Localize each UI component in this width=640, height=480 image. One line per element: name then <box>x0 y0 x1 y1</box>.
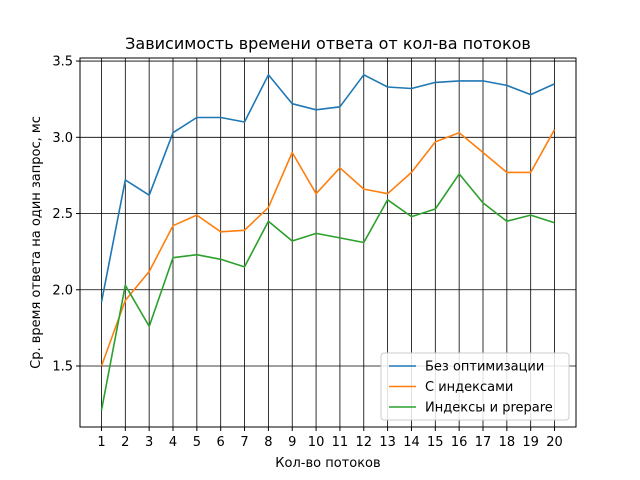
x-tick-label: 15 <box>427 435 444 450</box>
x-tick-label: 5 <box>193 435 201 450</box>
y-tick-label: 3.0 <box>52 131 73 146</box>
y-tick-label: 2.5 <box>52 207 73 222</box>
x-tick-label: 18 <box>499 435 516 450</box>
plot-frame <box>79 57 577 428</box>
x-axis-label: Кол-во потоков <box>275 456 380 471</box>
x-tick-label: 3 <box>145 435 153 450</box>
x-tick-label: 11 <box>332 435 349 450</box>
x-tick-label: 19 <box>522 435 539 450</box>
x-tick-label: 10 <box>308 435 325 450</box>
legend: Без оптимизации С индексами Индексы и prep… <box>380 352 570 421</box>
x-axis-ticks: 1 2 3 4 5 6 7 8 9 10 11 12 13 14 15 16 17 18 19 20 <box>97 427 563 450</box>
y-axis-ticks: 1.5 2.0 2.5 3.0 3.5 <box>52 55 80 375</box>
x-tick-label: 7 <box>240 435 248 450</box>
series-line-3 <box>100 173 555 411</box>
y-axis-label: Ср. время ответа на один запрос, мс <box>29 116 44 369</box>
legend-label: Без оптимизации <box>425 360 544 375</box>
chart-title: Зависимость времени ответа от кол-ва пот… <box>125 34 531 53</box>
y-tick-label: 2.0 <box>52 283 73 298</box>
x-tick-label: 2 <box>121 435 129 450</box>
x-tick-label: 6 <box>217 435 225 450</box>
legend-label: Индексы и prepare <box>425 401 553 416</box>
x-tick-label: 4 <box>169 435 177 450</box>
x-tick-label: 17 <box>475 435 492 450</box>
x-tick-label: 13 <box>379 435 396 450</box>
y-tick-label: 3.5 <box>52 55 73 70</box>
x-tick-label: 16 <box>451 435 468 450</box>
series-line-1 <box>100 74 555 303</box>
x-tick-label: 8 <box>264 435 272 450</box>
x-tick-label: 9 <box>288 435 296 450</box>
legend-box <box>380 352 570 421</box>
legend-label: С индексами <box>425 380 513 395</box>
x-tick-label: 12 <box>355 435 372 450</box>
x-tick-label: 20 <box>546 435 563 450</box>
y-tick-label: 1.5 <box>52 360 73 375</box>
series-line-2 <box>100 129 556 367</box>
x-tick-label: 1 <box>97 435 105 450</box>
x-tick-label: 14 <box>403 435 420 450</box>
series-lines <box>100 74 556 411</box>
